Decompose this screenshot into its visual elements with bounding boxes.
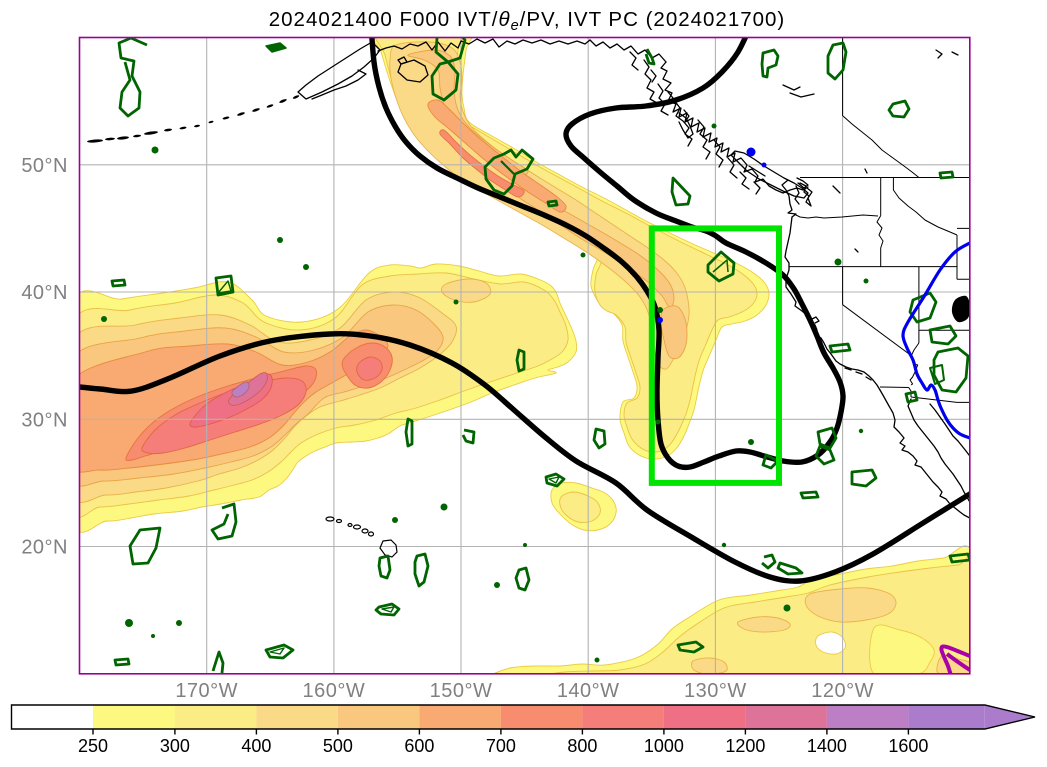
svg-text:140°W: 140°W — [557, 680, 620, 702]
svg-text:150°W: 150°W — [430, 680, 493, 702]
svg-text:2024021400 F000 IVT/θe/PV, IVT: 2024021400 F000 IVT/θe/PV, IVT PC (20240… — [269, 8, 786, 34]
svg-text:1200: 1200 — [725, 736, 765, 756]
svg-text:160°W: 160°W — [303, 680, 366, 702]
svg-text:800: 800 — [567, 736, 597, 756]
svg-text:30°N: 30°N — [21, 409, 68, 431]
svg-text:170°W: 170°W — [175, 680, 238, 702]
svg-text:1600: 1600 — [888, 736, 928, 756]
svg-text:40°N: 40°N — [21, 282, 68, 304]
svg-text:500: 500 — [323, 736, 353, 756]
svg-text:1400: 1400 — [807, 736, 847, 756]
svg-text:130°W: 130°W — [684, 680, 747, 702]
svg-text:700: 700 — [486, 736, 516, 756]
svg-text:400: 400 — [241, 736, 271, 756]
svg-text:50°N: 50°N — [21, 155, 68, 177]
svg-text:1000: 1000 — [644, 736, 684, 756]
svg-text:20°N: 20°N — [21, 537, 68, 559]
svg-text:120°W: 120°W — [811, 680, 874, 702]
svg-text:600: 600 — [404, 736, 434, 756]
svg-text:250: 250 — [78, 736, 108, 756]
svg-text:300: 300 — [160, 736, 190, 756]
